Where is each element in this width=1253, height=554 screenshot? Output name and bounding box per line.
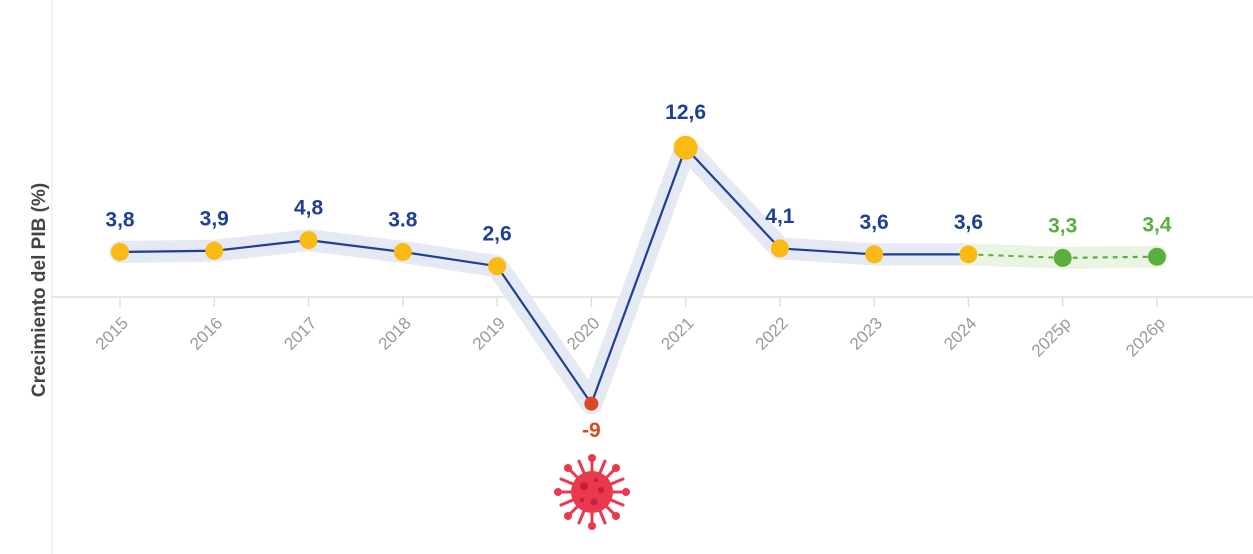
data-label: 2,6: [482, 223, 511, 246]
x-tick-label: 2018: [375, 314, 415, 354]
line: [119, 146, 969, 405]
point: [1147, 247, 1166, 266]
point: [393, 242, 412, 261]
x-tick-label: 2022: [752, 314, 792, 354]
data-label: 3,6: [954, 211, 983, 234]
x-tick-label: 2020: [563, 314, 603, 354]
halo: [1051, 245, 1168, 269]
x-tick-label: 2017: [280, 314, 320, 354]
point: [111, 242, 129, 261]
data-label: 12,6: [665, 101, 706, 124]
point: [770, 239, 789, 258]
data-label: 3,8: [105, 209, 135, 232]
data-label: 3,9: [200, 207, 229, 230]
data-label: 3.8: [388, 209, 418, 232]
x-tick-label: 2025p: [1028, 314, 1075, 361]
point: [205, 241, 224, 260]
y-axis-label: Crecimiento del PIB (%): [29, 183, 50, 397]
data-label: 4,1: [765, 205, 795, 228]
x-tick-label: 2023: [846, 314, 886, 354]
data-label: -9: [582, 419, 601, 442]
point: [299, 231, 318, 250]
halo: [109, 136, 980, 415]
x-tick-label: 2019: [469, 314, 509, 354]
halo: [957, 243, 1074, 269]
x-tick-label: 2021: [657, 314, 697, 354]
data-label: 4,8: [294, 197, 324, 220]
point: [584, 396, 599, 411]
x-tick-label: 2024: [940, 314, 980, 354]
point: [865, 245, 884, 264]
data-label: 3,6: [860, 211, 889, 234]
data-label: 3,3: [1048, 214, 1077, 237]
data-label: 3,4: [1142, 213, 1172, 236]
point: [673, 135, 698, 160]
point: [959, 245, 978, 264]
virus-icon: [554, 454, 630, 530]
x-tick-label: 2026p: [1122, 314, 1169, 361]
x-tick-label: 2016: [186, 314, 226, 354]
x-tick-label: 2015: [92, 314, 132, 354]
point: [488, 257, 507, 276]
point: [1053, 248, 1072, 267]
